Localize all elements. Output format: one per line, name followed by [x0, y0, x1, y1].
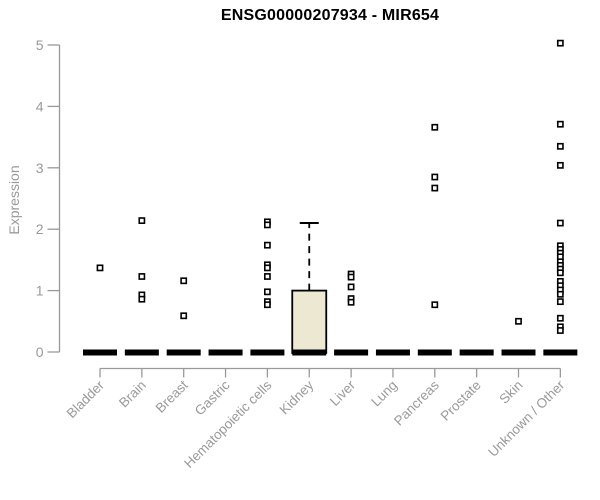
outlier-point	[347, 273, 355, 281]
outlier-point	[96, 264, 104, 272]
outlier-point	[138, 295, 146, 303]
outlier-point	[556, 314, 564, 322]
zero-line-dash	[417, 349, 452, 356]
zero-line-dash	[166, 349, 201, 356]
zero-line-dash	[501, 349, 536, 356]
chart-title: ENSG00000207934 - MIR654	[220, 7, 440, 24]
outlier-point	[138, 273, 146, 280]
x-tick-label: Liver	[327, 377, 359, 409]
zero-line-dash	[124, 349, 159, 356]
outlier-point	[263, 273, 271, 280]
outlier-point	[556, 39, 564, 47]
x-tick-label: Skin	[496, 378, 525, 407]
x-tick-label: Gastric	[192, 377, 233, 418]
y-tick-label: 2	[36, 221, 44, 237]
outlier-point	[556, 290, 564, 298]
x-tick-label: Kidney	[277, 377, 317, 417]
outlier-point	[263, 221, 271, 229]
outlier-point	[431, 123, 439, 131]
zero-line-dash	[250, 349, 285, 356]
x-tick-label: Pancreas	[391, 377, 442, 428]
outlier-point	[556, 161, 564, 169]
outlier-point	[263, 288, 271, 296]
x-tick-label: Brain	[116, 378, 149, 411]
outlier-point	[138, 217, 146, 225]
outlier-point	[180, 312, 188, 320]
outlier-point	[556, 142, 564, 150]
box	[291, 289, 328, 354]
zero-line-dash	[543, 349, 578, 356]
y-tick-label: 4	[36, 98, 44, 114]
y-tick-label: 0	[36, 344, 44, 360]
outlier-point	[556, 120, 564, 128]
zero-line-dash	[83, 349, 117, 356]
outlier-point	[556, 298, 564, 306]
y-tick-label: 3	[36, 160, 44, 176]
outlier-point	[263, 301, 271, 309]
outlier-point	[515, 317, 522, 325]
y-tick-label: 1	[36, 283, 44, 299]
zero-line-dash	[292, 349, 327, 356]
zero-line-dash	[334, 349, 369, 356]
zero-line-dash	[459, 349, 494, 356]
x-tick-label: Lung	[368, 378, 400, 410]
outlier-point	[556, 269, 564, 277]
x-tick-label: Bladder	[64, 377, 108, 421]
outlier-point	[263, 264, 271, 272]
y-tick-label: 5	[36, 37, 44, 53]
outlier-point	[180, 277, 188, 285]
outlier-point	[431, 184, 439, 192]
outlier-point	[556, 219, 564, 227]
zero-line-dash	[375, 349, 410, 356]
outlier-point	[347, 298, 355, 306]
outlier-point	[431, 173, 439, 181]
outlier-point	[431, 301, 439, 309]
zero-line-dash	[208, 349, 243, 356]
x-tick-label: Prostate	[438, 378, 484, 424]
outlier-point	[556, 327, 564, 334]
x-tick-label: Unknown / Other	[485, 377, 568, 460]
x-tick-label: Breast	[153, 377, 191, 415]
outlier-point	[263, 241, 271, 249]
outlier-point	[347, 283, 355, 291]
